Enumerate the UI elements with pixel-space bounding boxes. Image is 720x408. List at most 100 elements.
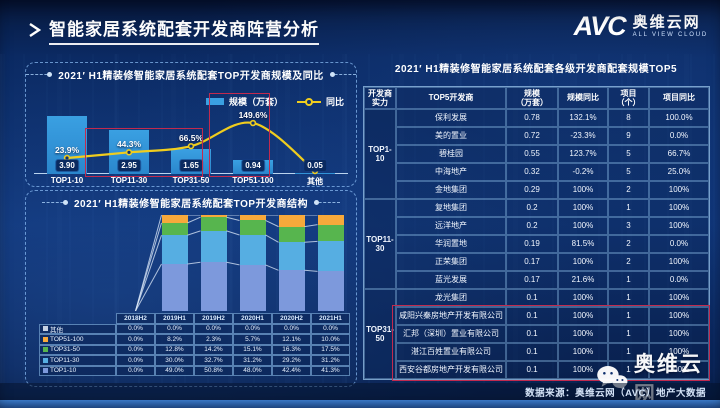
chart2-segment-TOP51-100 — [239, 215, 266, 221]
chart2-segment-TOP1-10 — [161, 263, 188, 311]
title-decoration-left — [41, 200, 68, 205]
structure-table-value: 0.0% — [233, 323, 272, 334]
top5-cell: 100% — [649, 325, 709, 343]
chart1-yoy-label: 149.6% — [238, 110, 268, 121]
top5-cell: 1 — [608, 343, 649, 361]
page-title: 智能家居系统配套开发商阵营分析 — [28, 15, 319, 45]
top5-cell: 0.32 — [506, 163, 558, 181]
top5-cell: 0.0% — [649, 271, 709, 289]
top5-header-0: 开发商 实力 — [364, 87, 396, 109]
top5-cell: 81.5% — [558, 235, 608, 253]
series-name: TOP1-10 — [50, 367, 77, 375]
structure-table-value: 31.2% — [233, 355, 272, 366]
series-name: TOP31-50 — [50, 346, 80, 354]
structure-table-period-header: 2021H1 — [311, 313, 350, 324]
chart2-segment-TOP11-30 — [161, 235, 188, 264]
structure-table-period-header: 2018H2 — [116, 313, 155, 324]
structure-table-value: 0.0% — [194, 323, 233, 334]
top5-table: 开发商 实力 TOP5开发商 规模 （万套） 规模同比 项目 （个） 项目同比 TOP1- … — [363, 86, 710, 380]
chart2-connector-lines — [135, 215, 318, 311]
series-swatch-TOP11-30 — [43, 357, 48, 363]
top5-header-4: 项目 （个） — [608, 87, 649, 109]
top5-cell: 0.17 — [506, 271, 558, 289]
top5-cell: 25.0% — [649, 163, 709, 181]
chart2-segment-TOP11-30 — [200, 230, 227, 263]
top5-cell: 5 — [608, 145, 649, 163]
chart2-segment-TOP51-100 — [200, 215, 227, 218]
top5-cell: 100% — [558, 217, 608, 235]
chart1-category-label: TOP1-10 — [50, 176, 84, 185]
top5-cell: 美的置业 — [396, 127, 506, 145]
structure-table-value: 8.2% — [155, 334, 194, 345]
top5-cell: 0.1 — [506, 325, 558, 343]
structure-table-value: 12.1% — [272, 334, 311, 345]
chart2-segment-TOP11-30 — [317, 241, 344, 272]
structure-table-value: 42.4% — [272, 365, 311, 376]
structure-table-value: 29.2% — [272, 355, 311, 366]
chart1-category-label: 其他 — [307, 177, 323, 186]
chart1-category-label: TOP31-50 — [172, 176, 210, 185]
avc-logo-name: 奥维云网 — [632, 14, 701, 31]
chart1-legend: 规模（万套） 同比 — [205, 95, 344, 108]
structure-table-value: 16.3% — [272, 344, 311, 355]
chart1-value-label: 0.05 — [304, 160, 326, 171]
structure-table-series-label: TOP11-30 — [39, 355, 116, 366]
structure-table-value: 49.0% — [155, 365, 194, 376]
chart2-segment-TOP11-30 — [278, 242, 305, 271]
panel-scale-yoy: 2021′ H1精装修智能家居系统配套TOP开发商规模及同比 规模（万套） 同比… — [25, 62, 357, 187]
structure-table-series-label: TOP1-10 — [39, 365, 116, 376]
top5-cell: 0.55 — [506, 145, 558, 163]
top5-cell: 龙光集团 — [396, 289, 506, 307]
chart2-segment-TOP31-50 — [161, 222, 188, 236]
top5-cell: 咸阳兴秦房地产开发有限公司 — [396, 307, 506, 325]
top5-cell: 0.78 — [506, 109, 558, 127]
structure-table-period-header: 2019H1 — [155, 313, 194, 324]
top5-cell: 100% — [649, 181, 709, 199]
top5-cell: 保利发展 — [396, 109, 506, 127]
top5-cell: 0.1 — [506, 343, 558, 361]
top5-cell: 100% — [558, 181, 608, 199]
structure-table-period-header: 2020H1 — [233, 313, 272, 324]
top5-cell: -0.2% — [558, 163, 608, 181]
top5-cell: 132.1% — [558, 109, 608, 127]
chart2-segment-TOP31-50 — [200, 217, 227, 231]
legend-line-swatch — [296, 97, 321, 106]
top5-cell: 100% — [558, 289, 608, 307]
structure-table-value: 0.0% — [116, 355, 155, 366]
top5-cell: 中海地产 — [396, 163, 506, 181]
top5-cell: 1 — [608, 271, 649, 289]
structure-table-value: 0.0% — [116, 323, 155, 334]
top5-cell: 9 — [608, 127, 649, 145]
title-decoration-right — [314, 200, 341, 205]
top5-cell: 100% — [649, 289, 709, 307]
chart2-plot — [36, 215, 346, 311]
top5-cell: 100% — [558, 325, 608, 343]
chart1-value-label: 3.90 — [56, 160, 78, 171]
top5-cell: 0.2 — [506, 199, 558, 217]
top5-cell: 21.6% — [558, 271, 608, 289]
page-title-text: 智能家居系统配套开发商阵营分析 — [49, 15, 319, 45]
top5-cell: 远洋地产 — [396, 217, 506, 235]
title-decoration-right — [329, 72, 356, 77]
title-decoration-left — [26, 72, 53, 77]
top5-cell: -23.3% — [558, 127, 608, 145]
chart1-value-label: 0.94 — [242, 160, 264, 171]
top5-group-label-2: TOP31- 50 — [364, 289, 396, 379]
structure-table-value: 30.0% — [155, 355, 194, 366]
top5-cell: 100% — [558, 307, 608, 325]
top5-cell: 0.72 — [506, 127, 558, 145]
data-source: 数据来源：奥维云网（AVC）地产大数据 — [525, 387, 706, 399]
panel-structure-title-text: 2021′ H1精装修智能家居系统配套TOP开发商结构 — [73, 199, 309, 210]
top5-cell: 0.1 — [506, 289, 558, 307]
top5-cell: 碧桂园 — [396, 145, 506, 163]
chart2-segment-TOP31-50 — [239, 220, 266, 235]
panel-top5-title-text: 2021′ H1精装修智能家居系统配套各级开发商配套规模TOP5 — [394, 64, 678, 75]
structure-table-value: 0.0% — [116, 344, 155, 355]
chart1-category-label: TOP11-30 — [110, 176, 148, 185]
top5-cell: 0.0% — [649, 127, 709, 145]
top5-cell: 0.1 — [506, 307, 558, 325]
panel-top5-title: 2021′ H1精装修智能家居系统配套各级开发商配套规模TOP5 — [362, 60, 710, 75]
top5-cell: 湛江百姓置业有限公司 — [396, 343, 506, 361]
top5-header-3: 规模同比 — [558, 87, 608, 109]
chart1-value-label: 2.95 — [118, 160, 140, 171]
